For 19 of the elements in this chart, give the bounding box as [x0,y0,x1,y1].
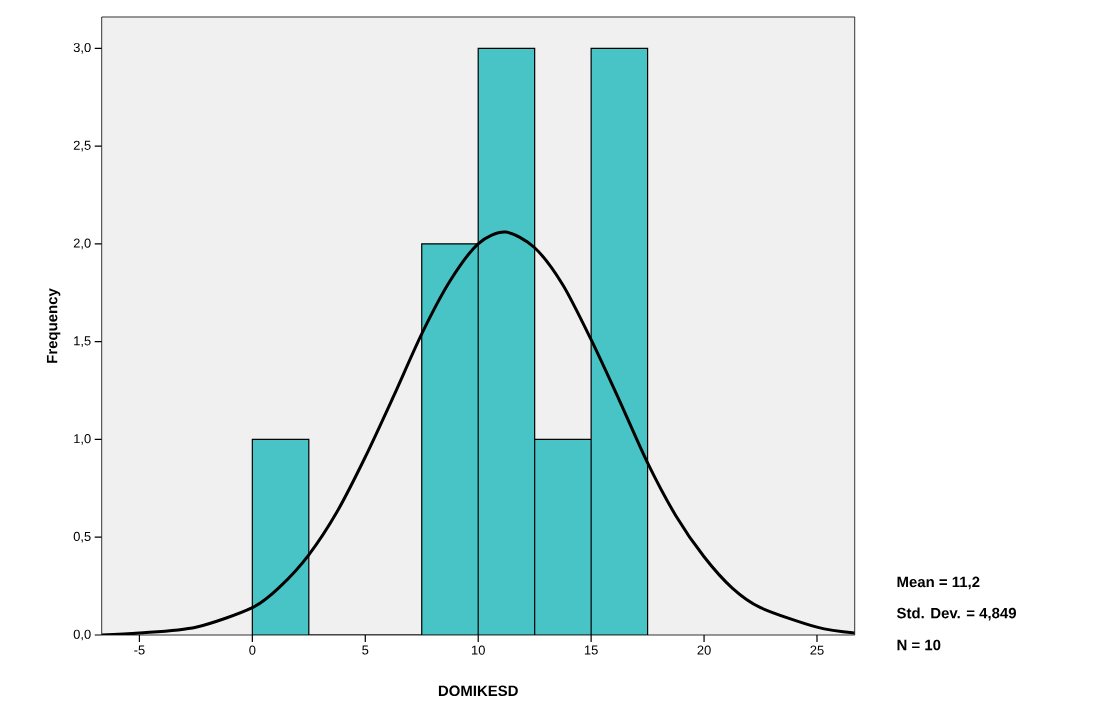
x-axis-title: DOMIKESD [438,685,518,697]
y-axis-title: Frequency [46,288,61,363]
y-tick-label: 3,0 [73,42,91,54]
y-tick-label: 0,5 [73,531,91,543]
x-tick-label: 10 [471,645,485,655]
x-tick-label: 5 [362,645,369,655]
y-tick-label: 1,5 [74,336,91,347]
y-tick-label: 0,0 [73,629,91,641]
x-tick-label: 20 [697,645,711,655]
text: Std. Dev. = 4,849 [896,607,1016,621]
y-tick-label: 2,0 [73,238,91,250]
x-tick-label: 0 [249,645,256,655]
text: Mean = 11,2 [897,576,980,590]
x-tick-label: 25 [810,645,824,655]
x-tick-label: 15 [584,645,598,655]
x-tick-label: -5 [134,645,145,655]
y-tick-label: 1,0 [74,434,91,445]
text: N = 10 [897,639,941,651]
y-tick-label: 2,5 [73,140,91,152]
